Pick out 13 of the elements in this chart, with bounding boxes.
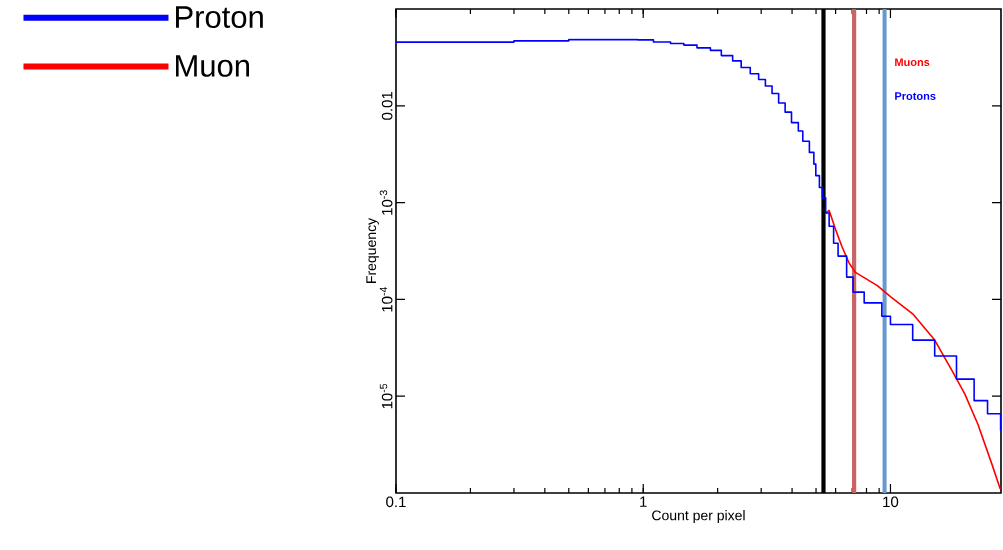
y-tick-label: 10$^{-4}$	[379, 286, 393, 312]
x-tick-label: 1	[640, 496, 647, 507]
annotation: Muons	[895, 58, 930, 67]
y-tick-label: 10$^{-3}$	[379, 190, 393, 215]
annotation: Protons	[895, 92, 936, 100]
y-axis-title: Frequency	[366, 217, 379, 283]
y-tick-label: 10$^{-5}$	[379, 383, 393, 409]
x-tick-label: 0.1	[386, 496, 406, 508]
x-axis-title: Count per pixel	[652, 510, 745, 524]
legend-label: Muon	[176, 55, 250, 77]
y-tick-label: 0.01	[381, 91, 393, 120]
legend-label: Proton	[176, 6, 263, 28]
x-tick-label: 10	[883, 496, 899, 508]
